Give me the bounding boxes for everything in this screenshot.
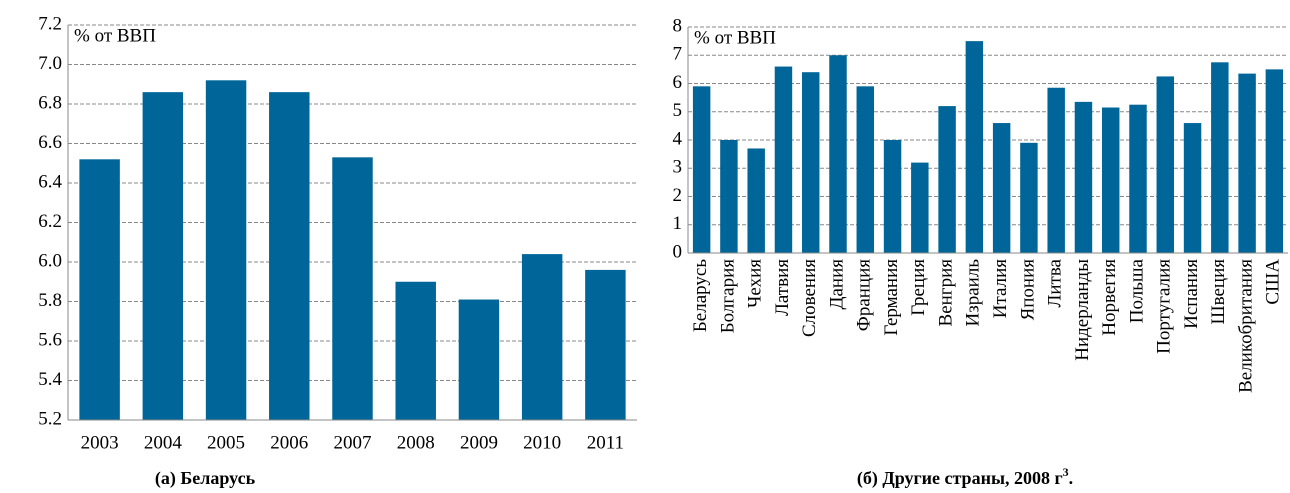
x-tick-label: 2008 (397, 432, 435, 453)
y-tick-label: 1 (673, 213, 683, 234)
y-tick-label: 8 (673, 15, 683, 36)
y-tick-label: 6.4 (38, 171, 62, 192)
y-tick-label: 5 (673, 100, 683, 121)
x-tick-label: Италия (990, 259, 1011, 319)
bar (1156, 76, 1174, 253)
bar (692, 86, 711, 253)
bar (992, 123, 1011, 253)
bar (521, 254, 563, 420)
x-tick-label: Япония (1017, 259, 1038, 321)
bar (1238, 73, 1256, 253)
y-tick-label: 6 (673, 72, 683, 93)
caption-text: (б) Другие страны, 2008 г (857, 468, 1063, 489)
y-tick-label: 7.0 (38, 53, 62, 74)
x-tick-label: 2003 (81, 432, 119, 453)
x-tick-label: Чехия (745, 259, 766, 308)
bar (1102, 107, 1120, 253)
bar (965, 41, 984, 253)
x-tick-label: 2007 (334, 432, 372, 453)
y-tick-label: 7.2 (38, 13, 62, 34)
bar (938, 106, 956, 253)
y-tick-label: 2 (673, 185, 683, 206)
caption: (а) Беларусь (155, 468, 256, 489)
x-tick-label: Португалия (1154, 259, 1175, 354)
x-tick-label: 2009 (460, 432, 498, 453)
x-tick-label: Великобритания (1235, 259, 1256, 393)
bar (458, 299, 500, 420)
y-axis-label: % от ВВП (694, 27, 776, 48)
bar (332, 157, 373, 420)
bar (79, 159, 120, 421)
y-tick-label: 5.8 (38, 290, 62, 311)
y-tick-label: 4 (673, 128, 683, 149)
caption-text: (а) Беларусь (155, 468, 256, 489)
bar (1183, 123, 1202, 253)
x-tick-label: Норвегия (1099, 259, 1120, 336)
x-tick-label: Словения (799, 259, 820, 337)
y-tick-label: 6.6 (38, 132, 62, 153)
y-tick-label: 6.8 (38, 92, 62, 113)
x-tick-label: Германия (881, 259, 902, 336)
bar (142, 92, 184, 421)
bar (747, 148, 765, 253)
caption-end: . (1069, 468, 1074, 488)
y-tick-label: 7 (673, 44, 683, 65)
x-tick-label: 2011 (587, 432, 624, 453)
bar (883, 140, 902, 253)
y-tick-label: 3 (673, 157, 683, 178)
y-tick-label: 6.0 (38, 250, 62, 271)
x-tick-label: Испания (1181, 259, 1202, 329)
x-tick-label: Венгрия (935, 259, 956, 327)
x-tick-label: 2005 (207, 432, 245, 453)
x-tick-label: Литва (1045, 258, 1066, 307)
y-tick-label: 0 (673, 241, 683, 262)
x-tick-label: Польша (1126, 258, 1147, 323)
x-tick-label: 2010 (523, 432, 561, 453)
bar (802, 72, 820, 253)
x-tick-label: Швеция (1208, 259, 1229, 325)
bar (1074, 101, 1093, 253)
bar (720, 140, 738, 253)
x-tick-label: Беларусь (690, 259, 711, 332)
x-tick-label: Болгария (717, 259, 738, 334)
y-tick-label: 5.6 (38, 329, 62, 350)
bar (1047, 87, 1065, 253)
bar (856, 86, 874, 253)
bar (269, 92, 310, 421)
bar (1265, 69, 1284, 253)
bar (585, 269, 626, 420)
bar (774, 66, 793, 253)
x-tick-label: Израиль (963, 259, 984, 327)
x-tick-label: Нидерланды (1072, 259, 1093, 361)
bar (1020, 142, 1038, 253)
y-tick-label: 5.4 (38, 369, 62, 390)
x-tick-label: Франция (854, 259, 875, 331)
bar (395, 281, 436, 420)
x-tick-label: США (1263, 259, 1284, 305)
y-axis-label: % от ВВП (74, 25, 156, 46)
bar (829, 55, 847, 253)
x-tick-label: Дания (826, 259, 847, 310)
x-tick-label: Греция (908, 259, 929, 316)
y-tick-label: 5.2 (38, 408, 62, 429)
caption: (б) Другие страны, 2008 г3. (857, 465, 1073, 489)
x-tick-label: 2006 (270, 432, 308, 453)
bar (205, 80, 247, 421)
y-tick-label: 6.2 (38, 211, 62, 232)
bar (1211, 62, 1229, 253)
caption-sup: 3 (1063, 465, 1069, 479)
x-tick-label: Латвия (772, 259, 793, 316)
bar (911, 162, 929, 253)
bar (1129, 104, 1147, 253)
x-tick-label: 2004 (144, 432, 183, 453)
